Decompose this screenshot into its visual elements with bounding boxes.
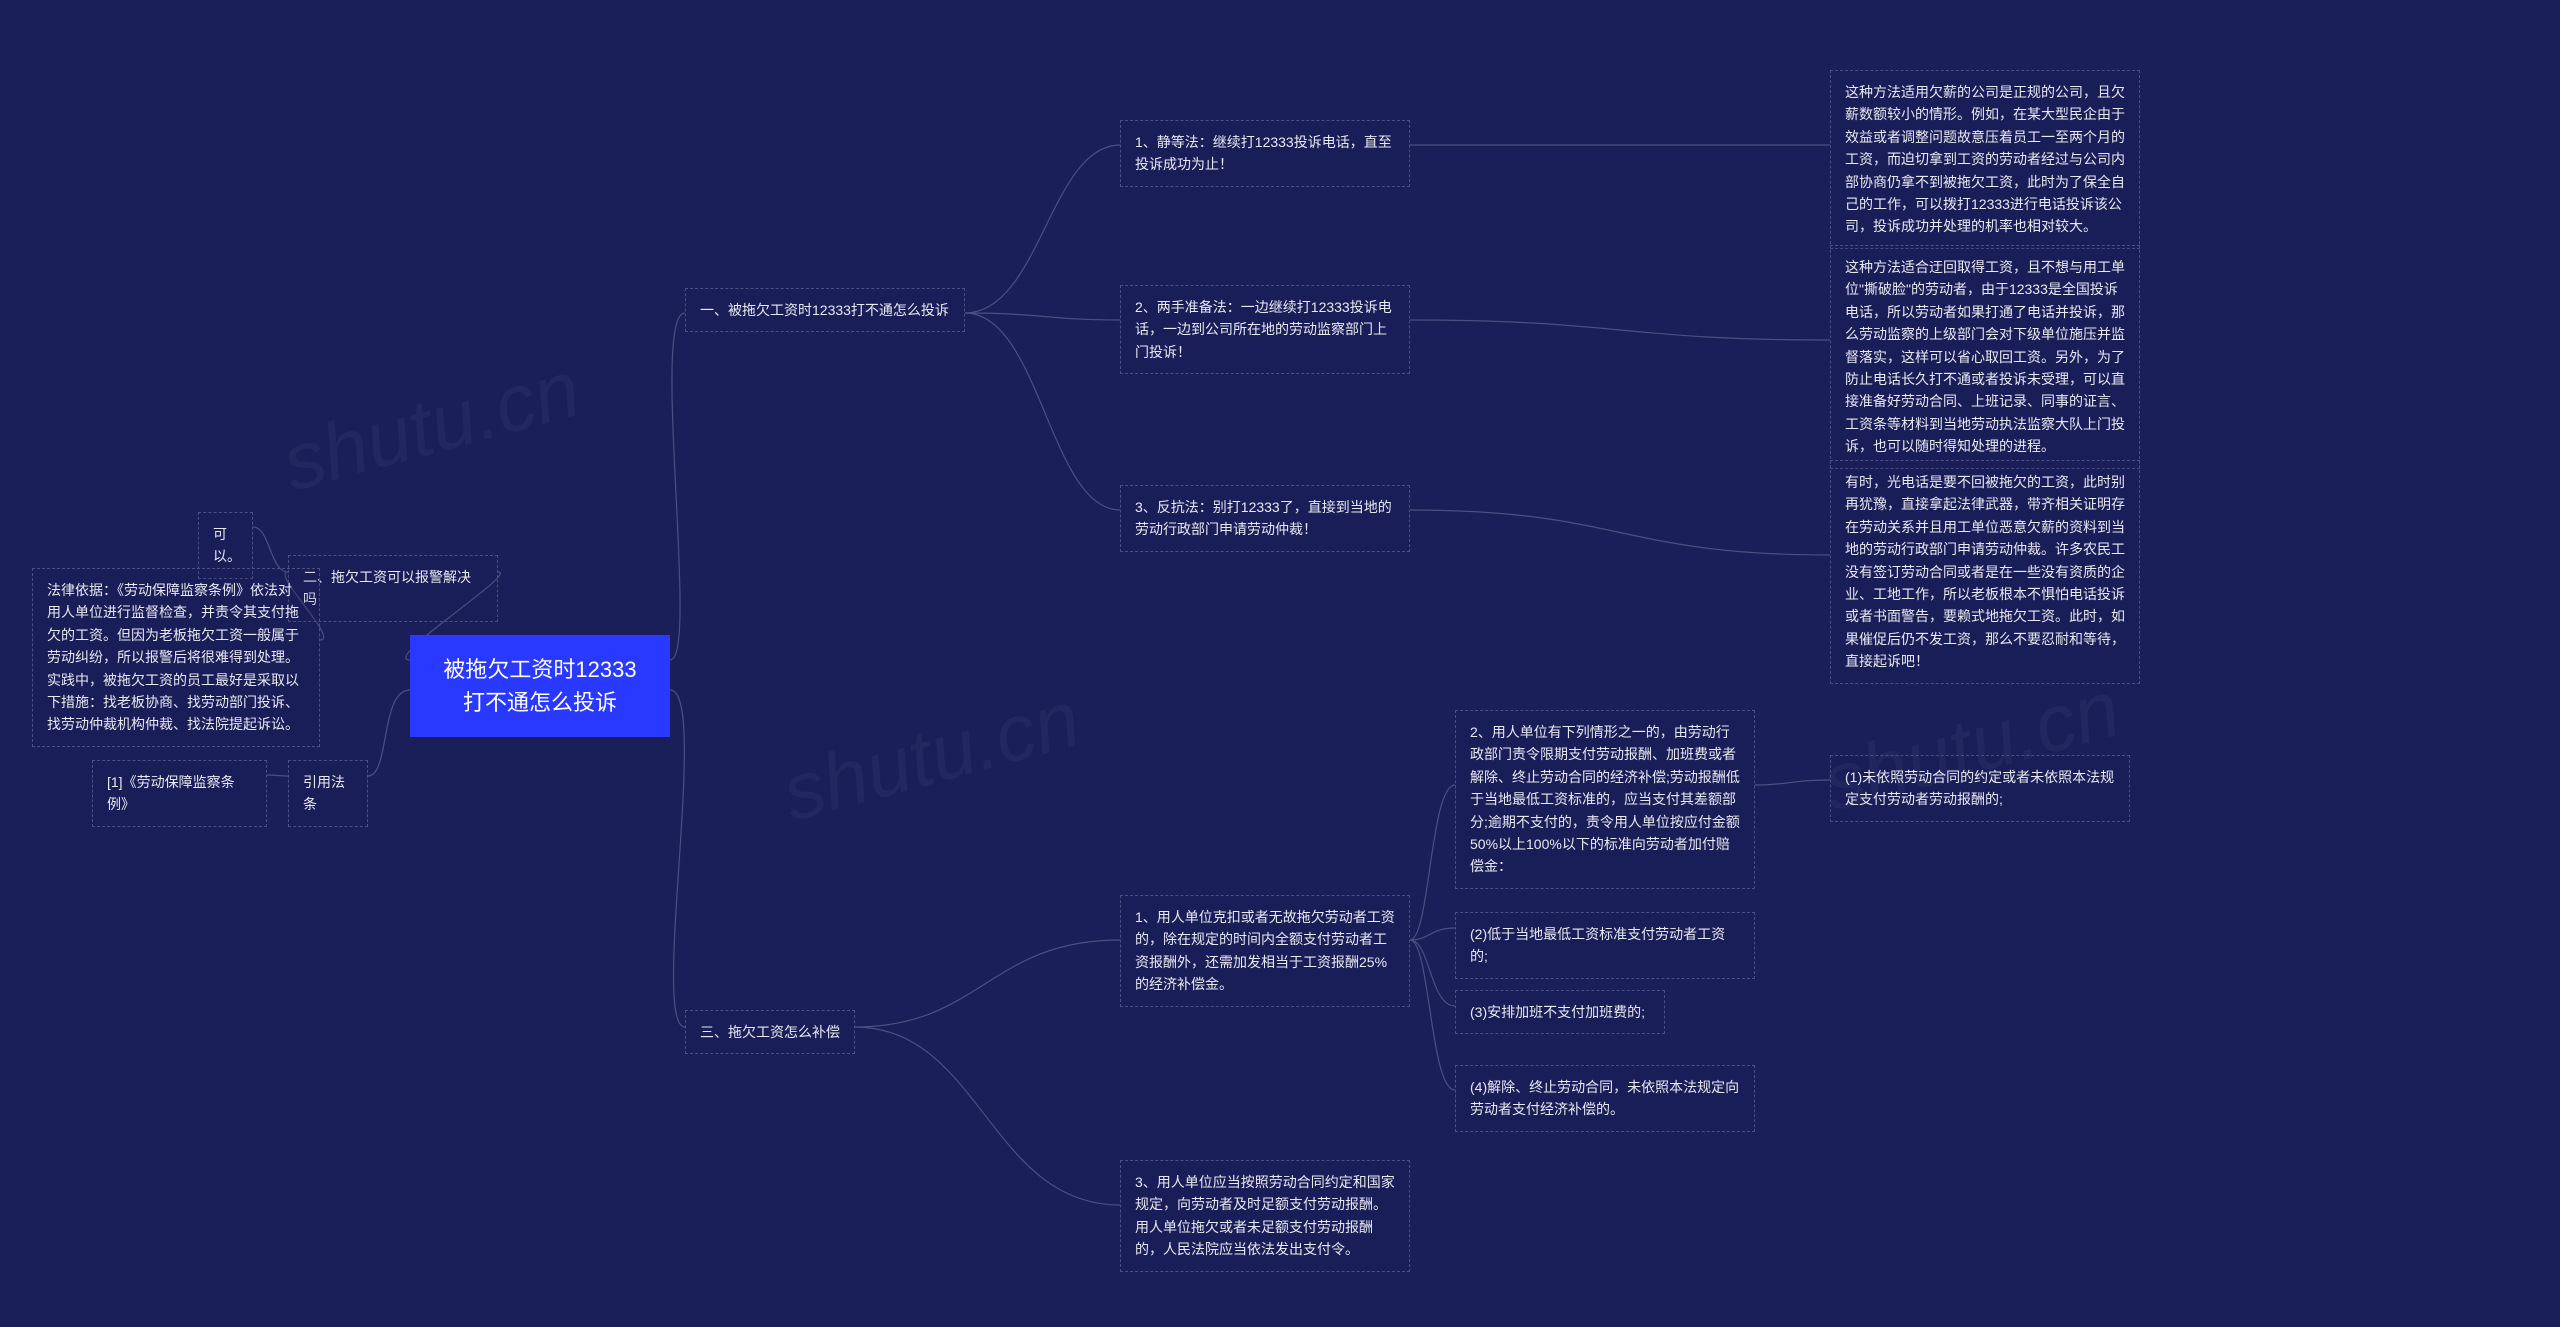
watermark: shutu.cn bbox=[773, 672, 1089, 839]
root-node[interactable]: 被拖欠工资时12333打不通怎么投诉 bbox=[410, 635, 670, 737]
branch-4-1[interactable]: 1、用人单位克扣或者无故拖欠劳动者工资的，除在规定的时间内全额支付劳动者工资报酬… bbox=[1120, 895, 1410, 1007]
branch-4-1-d[interactable]: (4)解除、终止劳动合同，未依照本法规定向劳动者支付经济补偿的。 bbox=[1455, 1065, 1755, 1132]
branch-4[interactable]: 三、拖欠工资怎么补偿 bbox=[685, 1010, 855, 1054]
node-text: 2、用人单位有下列情形之一的，由劳动行政部门责令限期支付劳动报酬、加班费或者解除… bbox=[1470, 724, 1740, 874]
branch-4-1-a-leaf[interactable]: (1)未依照劳动合同的约定或者未依照本法规定支付劳动者劳动报酬的; bbox=[1830, 755, 2130, 822]
node-text: (1)未依照劳动合同的约定或者未依照本法规定支付劳动者劳动报酬的; bbox=[1845, 769, 2114, 807]
watermark: shutu.cn bbox=[273, 342, 589, 509]
node-text: 三、拖欠工资怎么补偿 bbox=[700, 1024, 840, 1040]
branch-4-1-b[interactable]: (2)低于当地最低工资标准支付劳动者工资的; bbox=[1455, 912, 1755, 979]
node-text: (3)安排加班不支付加班费的; bbox=[1470, 1004, 1645, 1020]
branch-1-2-leaf[interactable]: 这种方法适合迂回取得工资，且不想与用工单位"撕破脸"的劳动者，由于12333是全… bbox=[1830, 245, 2140, 469]
node-text: 引用法条 bbox=[303, 774, 345, 812]
branch-1-1[interactable]: 1、静等法：继续打12333投诉电话，直至投诉成功为止！ bbox=[1120, 120, 1410, 187]
branch-1[interactable]: 一、被拖欠工资时12333打不通怎么投诉 bbox=[685, 288, 965, 332]
branch-3-1[interactable]: [1]《劳动保障监察条例》 bbox=[92, 760, 267, 827]
node-text: [1]《劳动保障监察条例》 bbox=[107, 774, 235, 812]
branch-4-2[interactable]: 3、用人单位应当按照劳动合同约定和国家规定，向劳动者及时足额支付劳动报酬。用人单… bbox=[1120, 1160, 1410, 1272]
branch-3[interactable]: 引用法条 bbox=[288, 760, 368, 827]
branch-1-2[interactable]: 2、两手准备法：一边继续打12333投诉电话，一边到公司所在地的劳动监察部门上门… bbox=[1120, 285, 1410, 374]
node-text: 有时，光电话是要不回被拖欠的工资，此时别再犹豫，直接拿起法律武器，带齐相关证明存… bbox=[1845, 474, 2125, 669]
node-text: 二、拖欠工资可以报警解决吗 bbox=[303, 569, 471, 607]
branch-4-1-a[interactable]: 2、用人单位有下列情形之一的，由劳动行政部门责令限期支付劳动报酬、加班费或者解除… bbox=[1455, 710, 1755, 889]
connector-lines bbox=[0, 0, 2560, 1327]
node-text: 1、用人单位克扣或者无故拖欠劳动者工资的，除在规定的时间内全额支付劳动者工资报酬… bbox=[1135, 909, 1395, 992]
node-text: 一、被拖欠工资时12333打不通怎么投诉 bbox=[700, 302, 949, 318]
node-text: 这种方法适合迂回取得工资，且不想与用工单位"撕破脸"的劳动者，由于12333是全… bbox=[1845, 259, 2125, 454]
node-text: 3、反抗法：别打12333了，直接到当地的劳动行政部门申请劳动仲裁！ bbox=[1135, 499, 1392, 537]
branch-1-3-leaf[interactable]: 有时，光电话是要不回被拖欠的工资，此时别再犹豫，直接拿起法律武器，带齐相关证明存… bbox=[1830, 460, 2140, 684]
branch-1-1-leaf[interactable]: 这种方法适用欠薪的公司是正规的公司，且欠薪数额较小的情形。例如，在某大型民企由于… bbox=[1830, 70, 2140, 249]
branch-2-2[interactable]: 法律依据：《劳动保障监察条例》依法对用人单位进行监督检查，并责令其支付拖欠的工资… bbox=[32, 568, 320, 747]
node-text: 3、用人单位应当按照劳动合同约定和国家规定，向劳动者及时足额支付劳动报酬。用人单… bbox=[1135, 1174, 1395, 1257]
node-text: 法律依据：《劳动保障监察条例》依法对用人单位进行监督检查，并责令其支付拖欠的工资… bbox=[47, 582, 299, 732]
node-text: 这种方法适用欠薪的公司是正规的公司，且欠薪数额较小的情形。例如，在某大型民企由于… bbox=[1845, 84, 2125, 234]
branch-1-3[interactable]: 3、反抗法：别打12333了，直接到当地的劳动行政部门申请劳动仲裁！ bbox=[1120, 485, 1410, 552]
root-text: 被拖欠工资时12333打不通怎么投诉 bbox=[443, 657, 636, 715]
branch-4-1-c[interactable]: (3)安排加班不支付加班费的; bbox=[1455, 990, 1665, 1034]
node-text: (2)低于当地最低工资标准支付劳动者工资的; bbox=[1470, 926, 1725, 964]
node-text: 2、两手准备法：一边继续打12333投诉电话，一边到公司所在地的劳动监察部门上门… bbox=[1135, 299, 1392, 360]
node-text: 1、静等法：继续打12333投诉电话，直至投诉成功为止！ bbox=[1135, 134, 1392, 172]
node-text: (4)解除、终止劳动合同，未依照本法规定向劳动者支付经济补偿的。 bbox=[1470, 1079, 1739, 1117]
node-text: 可以。 bbox=[213, 526, 241, 564]
